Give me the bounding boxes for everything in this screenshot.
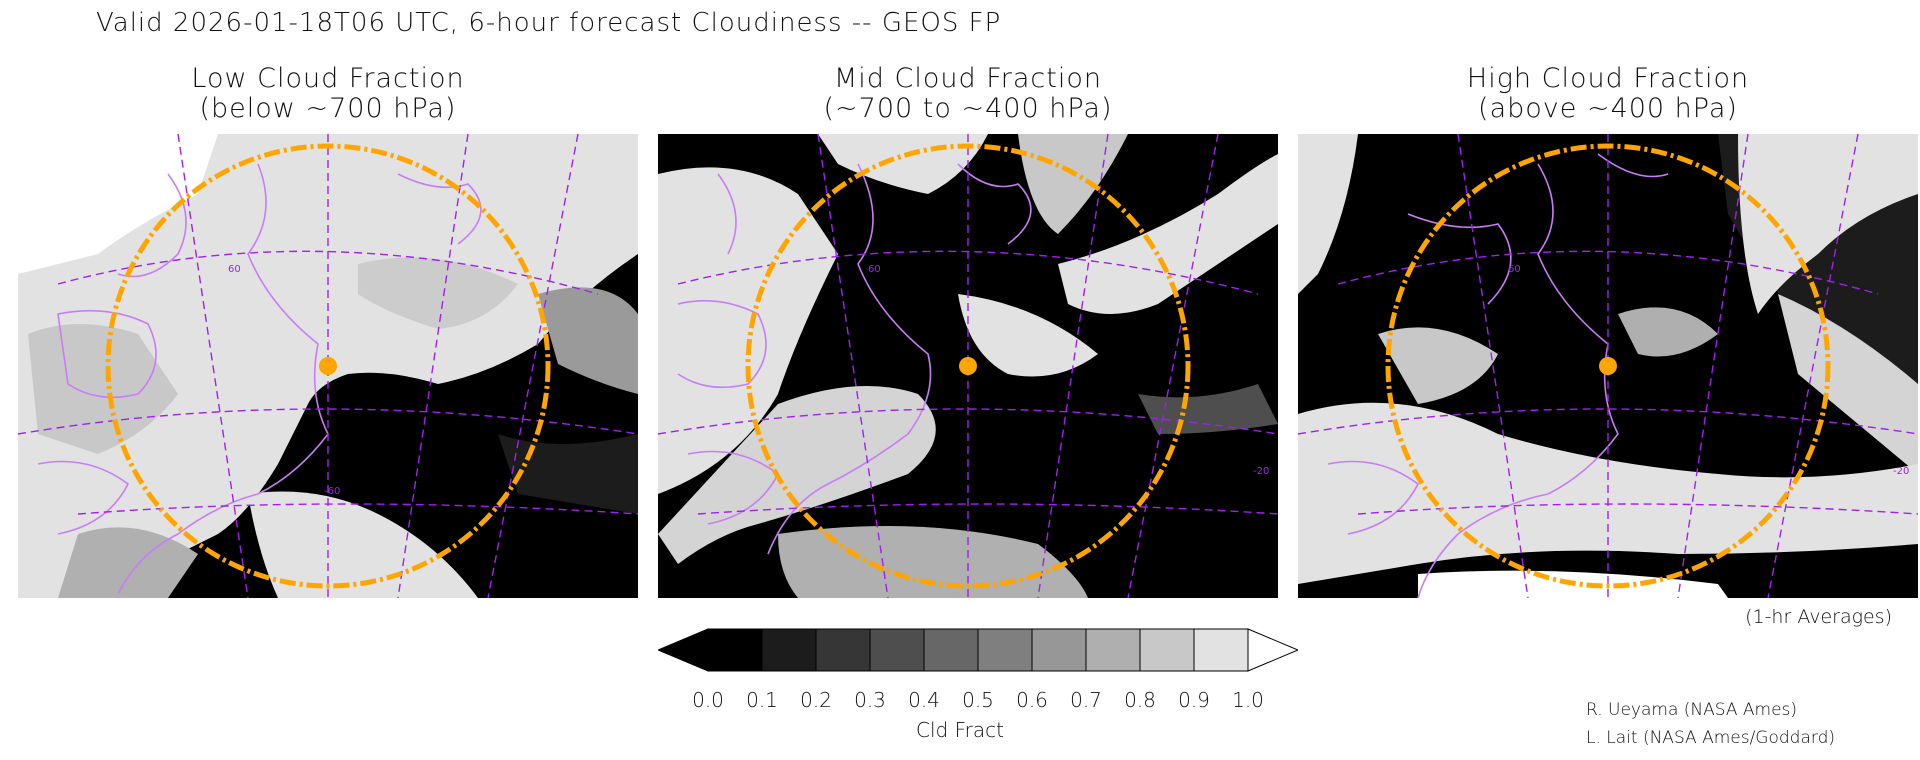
lon-label-low: -60 (324, 486, 340, 497)
colorbar-segment (977, 628, 1033, 672)
lat-label-mid: 60 (868, 264, 881, 275)
lon-label-mid: -20 (1253, 466, 1269, 477)
map-panel-high: 60 -20 (1298, 134, 1918, 598)
site-marker-mid (959, 357, 977, 375)
colorbar-segment (869, 628, 925, 672)
panel-title-mid-line1: Mid Cloud Fraction (833, 63, 1102, 94)
colorbar-segment (707, 628, 763, 672)
colorbar-tick-label: 0.5 (962, 688, 994, 712)
panel-title-low-line2: (below ~700 hPa) (199, 93, 457, 124)
colorbar-label: Cld Fract (916, 718, 1004, 742)
colorbar-under-arrow (658, 628, 709, 672)
credit-line-2: L. Lait (NASA Ames/Goddard) (1586, 728, 1835, 748)
site-marker-low (319, 357, 337, 375)
colorbar-segment (1085, 628, 1141, 672)
map-mid-svg: 60 -20 (658, 134, 1278, 598)
colorbar-segment (1031, 628, 1087, 672)
lon-label-high: -20 (1893, 466, 1909, 477)
panel-title-low-line1: Low Cloud Fraction (191, 63, 465, 94)
panel-title-high-line1: High Cloud Fraction (1466, 63, 1750, 94)
map-panel-low: 60 -60 (18, 134, 638, 598)
colorbar-tick-label: 0.2 (800, 688, 832, 712)
map-panel-mid: 60 -20 (658, 134, 1278, 598)
colorbar-tick-label: 0.4 (908, 688, 940, 712)
figure-title: Valid 2026-01-18T06 UTC, 6-hour forecast… (96, 8, 1002, 38)
colorbar-segment (1193, 628, 1249, 672)
averages-note: (1-hr Averages) (1745, 606, 1892, 628)
panel-title-mid: Mid Cloud Fraction (~700 to ~400 hPa) (658, 64, 1278, 124)
colorbar-tick-label: 0.1 (746, 688, 778, 712)
colorbar-segment (815, 628, 871, 672)
colorbar-tick-label: 0.9 (1178, 688, 1210, 712)
colorbar-tick-label: 0.6 (1016, 688, 1048, 712)
map-low-svg: 60 -60 (18, 134, 638, 598)
colorbar-tick-label: 0.7 (1070, 688, 1102, 712)
credit-line-1: R. Ueyama (NASA Ames) (1586, 700, 1798, 720)
colorbar-segment (923, 628, 979, 672)
map-high-svg: 60 -20 (1298, 134, 1918, 598)
site-marker-high (1599, 357, 1617, 375)
colorbar (658, 628, 1298, 672)
colorbar-tick-label: 1.0 (1232, 688, 1264, 712)
panel-title-high-line2: (above ~400 hPa) (1478, 93, 1738, 124)
colorbar-tick-label: 0.3 (854, 688, 886, 712)
lat-label-low: 60 (228, 264, 241, 275)
panel-title-low: Low Cloud Fraction (below ~700 hPa) (18, 64, 638, 124)
lat-label-high: 60 (1508, 264, 1521, 275)
colorbar-segment (761, 628, 817, 672)
colorbar-segment (1139, 628, 1195, 672)
panel-title-mid-line2: (~700 to ~400 hPa) (823, 93, 1113, 124)
panel-title-high: High Cloud Fraction (above ~400 hPa) (1298, 64, 1918, 124)
colorbar-tick-label: 0.0 (692, 688, 724, 712)
colorbar-over-arrow (1247, 628, 1298, 672)
colorbar-tick-label: 0.8 (1124, 688, 1156, 712)
